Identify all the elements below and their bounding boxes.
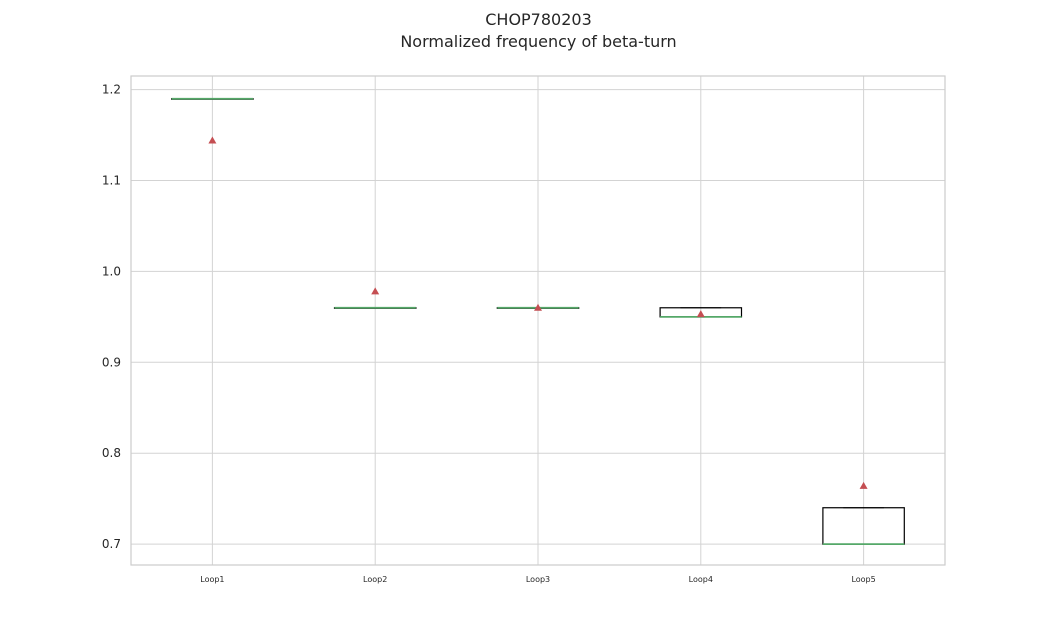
mean-marker [534, 303, 542, 311]
grid [131, 76, 945, 565]
chart-title: CHOP780203 [485, 10, 592, 29]
mean-marker [859, 481, 868, 489]
mean-marker [696, 310, 705, 318]
chart-subtitle: Normalized frequency of beta-turn [400, 32, 677, 51]
x-tick-label: Loop4 [689, 575, 713, 584]
box-loop4 [659, 307, 743, 318]
y-tick-label: 0.7 [102, 537, 121, 551]
y-tick-label: 1.0 [102, 264, 121, 278]
y-tick-label: 0.9 [102, 355, 121, 369]
y-tick-label: 1.1 [102, 174, 121, 188]
mean-marker [208, 136, 217, 144]
x-tick-label: Loop3 [526, 575, 550, 584]
x-tick-label: Loop2 [363, 575, 387, 584]
box-loop5 [822, 481, 905, 545]
y-tick-label: 1.2 [102, 83, 121, 97]
box-loop1 [171, 97, 254, 144]
x-tick-label: Loop1 [200, 575, 224, 584]
y-tick-labels: 0.7 0.8 0.9 1.0 1.1 1.2 [102, 83, 121, 551]
x-tick-label: Loop5 [851, 575, 875, 584]
box-loop3 [496, 303, 580, 311]
boxes-layer [171, 97, 905, 545]
x-tick-labels: Loop1 Loop2 Loop3 Loop4 Loop5 [200, 575, 875, 584]
y-tick-label: 0.8 [102, 446, 121, 460]
chart-title-block: CHOP780203 Normalized frequency of beta-… [0, 9, 1050, 53]
mean-marker [371, 287, 380, 295]
plot-frame [130, 75, 946, 566]
box-loop2 [333, 287, 417, 309]
